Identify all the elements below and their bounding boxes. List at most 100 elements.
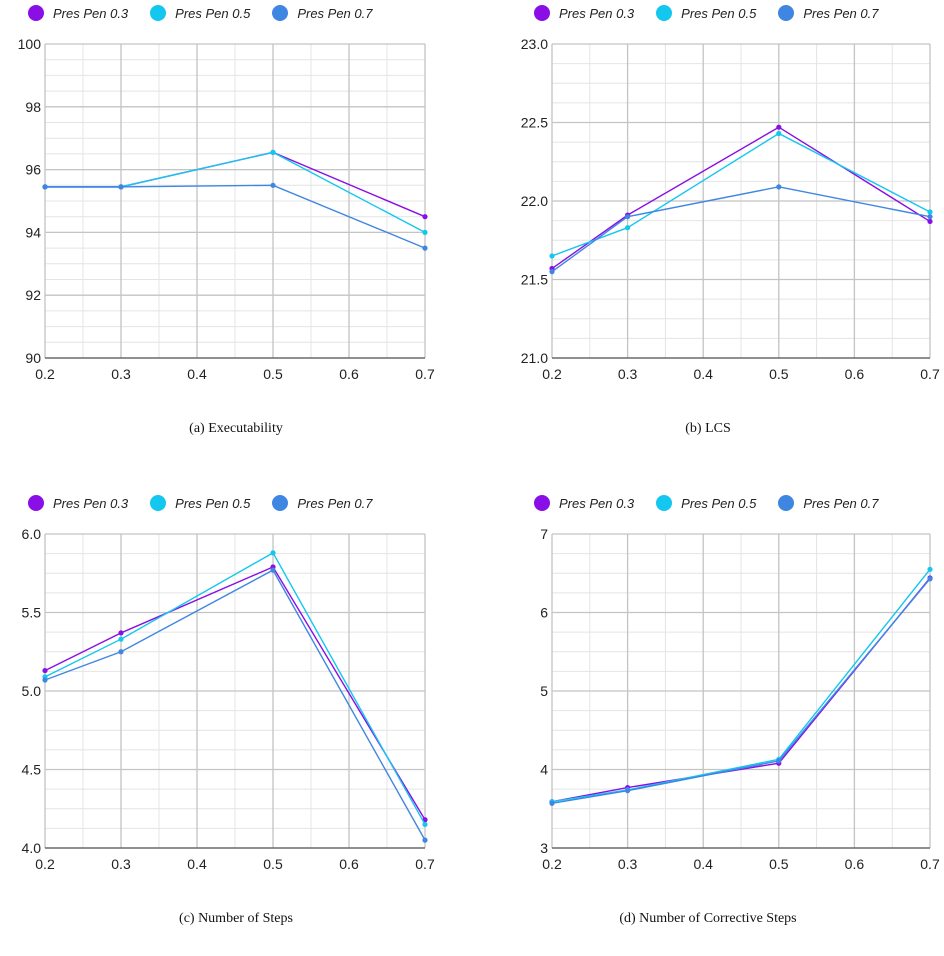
series-line (45, 184, 426, 249)
legend-item: Pres Pen 0.5 (150, 5, 250, 21)
data-point (927, 209, 933, 215)
chart-legend: Pres Pen 0.3 Pres Pen 0.5 Pres Pen 0.7 (534, 2, 900, 24)
line-chart-number-of-steps: 0.2 0.3 0.4 0.5 0.6 0.7 4.0 4.5 5.0 5.5 6.0 (22, 526, 435, 872)
legend-marker-icon (534, 5, 550, 21)
x-tick-label: 0.3 (618, 366, 638, 382)
x-tick-label: 0.7 (920, 856, 940, 872)
chart-caption: (d) Number of Corrective Steps (619, 911, 797, 926)
chart-panel-number-of-steps: Pres Pen 0.3 Pres Pen 0.5 Pres Pen 0.7 0.2… (0, 490, 472, 956)
data-point (549, 269, 555, 275)
data-point (625, 214, 631, 220)
data-point (42, 184, 48, 190)
legend-marker-icon (778, 495, 795, 511)
x-tick-label: 0.4 (693, 856, 713, 872)
chart-caption: (b) LCS (685, 421, 731, 436)
legend-label: Pres Pen 0.7 (803, 5, 879, 21)
y-tick-label: 21.5 (521, 272, 548, 288)
data-point (927, 214, 933, 220)
chart-panel-lcs: Pres Pen 0.3 Pres Pen 0.5 Pres Pen 0.7 0.2… (472, 0, 944, 466)
series-line (44, 569, 426, 841)
x-tick-label: 0.7 (415, 856, 435, 872)
data-point (776, 124, 782, 130)
data-point (270, 567, 276, 573)
data-point (549, 253, 555, 259)
line-chart-lcs: 0.2 0.3 0.4 0.5 0.6 0.7 21.0 21.5 22.0 22.5 23.0 (521, 36, 940, 382)
legend-item: Pres Pen 0.3 (534, 495, 634, 511)
x-tick-label: 0.4 (693, 366, 713, 382)
data-point (927, 566, 933, 572)
legend-label: Pres Pen 0.5 (175, 495, 251, 511)
x-tick-label: 0.6 (845, 366, 865, 382)
legend-item: Pres Pen 0.5 (150, 495, 250, 511)
legend-marker-icon (656, 5, 673, 21)
series-line (551, 132, 931, 257)
legend-marker-icon (656, 495, 673, 511)
legend-label: Pres Pen 0.3 (53, 495, 129, 511)
y-tick-label: 5.5 (22, 605, 42, 621)
data-point (42, 667, 48, 674)
legend-marker-icon (150, 495, 167, 511)
chart-legend: Pres Pen 0.3 Pres Pen 0.5 Pres Pen 0.7 (28, 2, 394, 24)
legend-item: Pres Pen 0.7 (272, 495, 372, 511)
legend-marker-icon (150, 5, 167, 21)
data-point (422, 245, 428, 251)
data-point (118, 649, 124, 655)
series-line (44, 551, 426, 825)
x-tick-label: 0.7 (415, 366, 435, 382)
y-tick-label: 92 (25, 287, 41, 303)
y-tick-label: 23.0 (521, 36, 548, 52)
data-point (270, 182, 276, 188)
legend-label: Pres Pen 0.3 (559, 5, 635, 21)
chart-caption: (c) Number of Steps (179, 911, 293, 926)
data-point (42, 677, 48, 683)
y-tick-label: 4.0 (22, 840, 42, 856)
data-point (118, 184, 124, 190)
legend-label: Pres Pen 0.5 (681, 5, 757, 21)
y-tick-label: 6.0 (22, 526, 42, 542)
legend-label: Pres Pen 0.3 (53, 5, 129, 21)
legend-label: Pres Pen 0.7 (297, 495, 373, 511)
y-tick-label: 5.0 (22, 683, 42, 699)
x-tick-label: 0.2 (35, 856, 55, 872)
legend-item: Pres Pen 0.5 (656, 495, 756, 511)
y-tick-label: 90 (25, 350, 41, 366)
x-tick-label: 0.7 (920, 366, 940, 382)
data-point (118, 636, 124, 642)
y-tick-label: 4.5 (22, 762, 42, 778)
x-tick-label: 0.3 (618, 856, 638, 872)
y-tick-label: 96 (25, 162, 41, 178)
legend-marker-icon (28, 5, 44, 21)
x-tick-label: 0.6 (845, 856, 865, 872)
x-tick-label: 0.5 (263, 856, 283, 872)
x-tick-label: 0.5 (769, 856, 789, 872)
legend-label: Pres Pen 0.3 (559, 495, 635, 511)
y-tick-label: 22.0 (521, 193, 548, 209)
data-point (549, 800, 555, 806)
legend-item: Pres Pen 0.7 (272, 5, 372, 21)
legend-marker-icon (272, 495, 289, 511)
data-point (776, 758, 782, 764)
series-line (551, 568, 931, 803)
x-tick-label: 0.5 (263, 366, 283, 382)
legend-item: Pres Pen 0.7 (778, 495, 878, 511)
chart-legend: Pres Pen 0.3 Pres Pen 0.5 Pres Pen 0.7 (534, 492, 900, 514)
legend-label: Pres Pen 0.7 (297, 5, 373, 21)
legend-label: Pres Pen 0.5 (175, 5, 251, 21)
chart-panel-executability: Pres Pen 0.3 Pres Pen 0.5 Pres Pen 0.7 0.2… (0, 0, 472, 466)
data-point (118, 630, 124, 636)
x-tick-label: 0.4 (187, 856, 207, 872)
y-tick-label: 4 (540, 762, 548, 778)
legend-label: Pres Pen 0.5 (681, 495, 757, 511)
line-chart-executability: 0.2 0.3 0.4 0.5 0.6 0.7 90 92 94 96 98 100 (18, 36, 435, 382)
x-tick-label: 0.6 (339, 366, 359, 382)
y-tick-label: 21.0 (521, 350, 548, 366)
x-tick-label: 0.2 (542, 856, 562, 872)
legend-item: Pres Pen 0.7 (778, 5, 878, 21)
data-point (625, 788, 631, 794)
x-tick-label: 0.5 (769, 366, 789, 382)
chart-legend: Pres Pen 0.3 Pres Pen 0.5 Pres Pen 0.7 (28, 492, 394, 514)
legend-marker-icon (28, 495, 44, 511)
x-tick-label: 0.3 (111, 856, 131, 872)
legend-item: Pres Pen 0.3 (28, 5, 128, 21)
data-point (270, 149, 276, 155)
